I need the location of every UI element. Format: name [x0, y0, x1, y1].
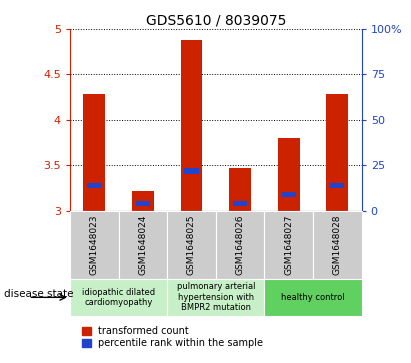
- Bar: [229, 168, 251, 211]
- Text: GSM1648027: GSM1648027: [284, 215, 293, 275]
- Bar: [330, 183, 344, 188]
- Bar: [233, 201, 247, 206]
- Text: GSM1648025: GSM1648025: [187, 215, 196, 275]
- Text: idiopathic dilated
cardiomyopathy: idiopathic dilated cardiomyopathy: [82, 287, 155, 307]
- Bar: [136, 201, 150, 206]
- Bar: [70, 211, 118, 279]
- Bar: [313, 211, 362, 279]
- Bar: [118, 211, 167, 279]
- Text: healthy control: healthy control: [281, 293, 345, 302]
- Text: pulmonary arterial
hypertension with
BMPR2 mutation: pulmonary arterial hypertension with BMP…: [177, 282, 255, 312]
- Bar: [167, 211, 216, 279]
- Text: GSM1648023: GSM1648023: [90, 215, 99, 275]
- Bar: [132, 191, 154, 211]
- Bar: [216, 211, 264, 279]
- Bar: [83, 94, 105, 211]
- Legend: transformed count, percentile rank within the sample: transformed count, percentile rank withi…: [82, 326, 263, 348]
- Bar: [167, 279, 264, 316]
- Title: GDS5610 / 8039075: GDS5610 / 8039075: [145, 14, 286, 28]
- Bar: [326, 94, 348, 211]
- Bar: [264, 211, 313, 279]
- Bar: [87, 183, 101, 188]
- Text: GSM1648024: GSM1648024: [139, 215, 147, 275]
- Bar: [70, 279, 167, 316]
- Bar: [282, 192, 296, 197]
- Text: GSM1648028: GSM1648028: [333, 215, 342, 275]
- Text: GSM1648026: GSM1648026: [236, 215, 245, 275]
- Bar: [278, 138, 300, 211]
- Bar: [264, 279, 362, 316]
- Text: disease state: disease state: [4, 289, 74, 299]
- Bar: [180, 40, 202, 211]
- Bar: [185, 168, 199, 174]
